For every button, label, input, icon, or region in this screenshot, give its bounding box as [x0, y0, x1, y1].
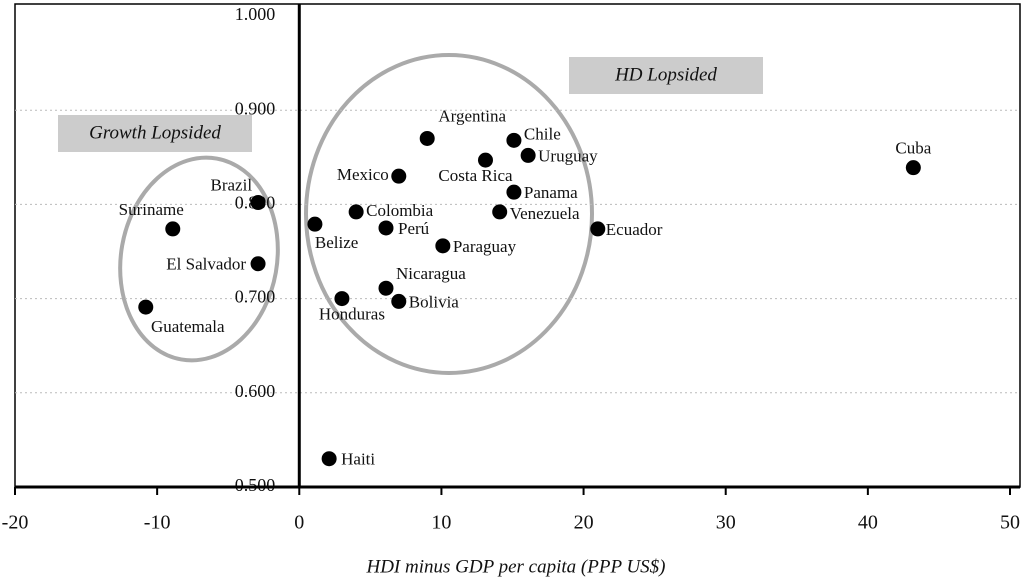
point	[334, 291, 350, 307]
point	[391, 293, 407, 309]
point-label: Brazil	[211, 175, 253, 194]
point-label: Argentina	[438, 106, 506, 125]
point	[165, 221, 181, 237]
point-label: Guatemala	[151, 317, 225, 336]
point-label: El Salvador	[166, 255, 246, 274]
point	[138, 299, 154, 315]
x-tick-label: 20	[574, 512, 594, 534]
annotation-box	[569, 57, 763, 94]
point	[492, 204, 508, 220]
x-tick-label: -20	[2, 512, 29, 534]
x-tick-label: 10	[431, 512, 451, 534]
point	[250, 256, 266, 272]
y-tick-label: 0.600	[235, 381, 276, 401]
point-label: Costa Rica	[438, 166, 513, 185]
x-tick-label: 0	[294, 512, 304, 534]
point	[378, 220, 394, 236]
annotation-box	[58, 115, 252, 152]
point	[307, 216, 323, 232]
x-tick-label: -10	[144, 512, 171, 534]
point	[378, 280, 394, 296]
point-label: Ecuador	[606, 220, 663, 239]
point-label: Suriname	[119, 200, 184, 219]
point-label: Nicaragua	[396, 264, 466, 283]
y-tick-label: 1.000	[235, 4, 276, 24]
point	[905, 160, 921, 176]
point	[435, 238, 451, 254]
point	[477, 152, 493, 168]
x-axis-label: HDI minus GDP per capita (PPP US$)	[365, 556, 665, 577]
y-tick-label: 0.900	[235, 98, 276, 118]
point	[348, 204, 364, 220]
point-label: Mexico	[337, 165, 389, 184]
annotation: Growth Lopsided	[89, 122, 221, 143]
point-label: Chile	[524, 124, 561, 143]
hd-ellipse	[304, 53, 594, 375]
point	[520, 147, 536, 163]
x-tick-label: 40	[858, 512, 878, 534]
point-label: Bolivia	[409, 292, 460, 311]
point-label: Venezuela	[510, 204, 580, 223]
y-tick-label: 0.500	[235, 475, 276, 495]
point-label: Perú	[398, 219, 430, 238]
point-label: Uruguay	[538, 146, 598, 165]
point-label: Panama	[524, 183, 578, 202]
point-label: Honduras	[319, 305, 385, 324]
growth-ellipse	[118, 155, 280, 363]
point	[506, 184, 522, 200]
point-label: Belize	[315, 233, 358, 252]
point	[321, 451, 337, 467]
point-label: Colombia	[366, 201, 434, 220]
point	[506, 132, 522, 148]
point	[250, 195, 266, 211]
point-label: Paraguay	[453, 237, 517, 256]
point-label: Haiti	[341, 450, 375, 469]
y-tick-label: 0.700	[235, 287, 276, 307]
x-tick-label: 50	[1000, 512, 1020, 534]
point	[391, 168, 407, 184]
annotation: HD Lopsided	[614, 64, 717, 85]
x-tick-label: 30	[716, 512, 736, 534]
point-label: Cuba	[895, 139, 931, 158]
point	[590, 221, 606, 237]
point	[419, 130, 435, 146]
